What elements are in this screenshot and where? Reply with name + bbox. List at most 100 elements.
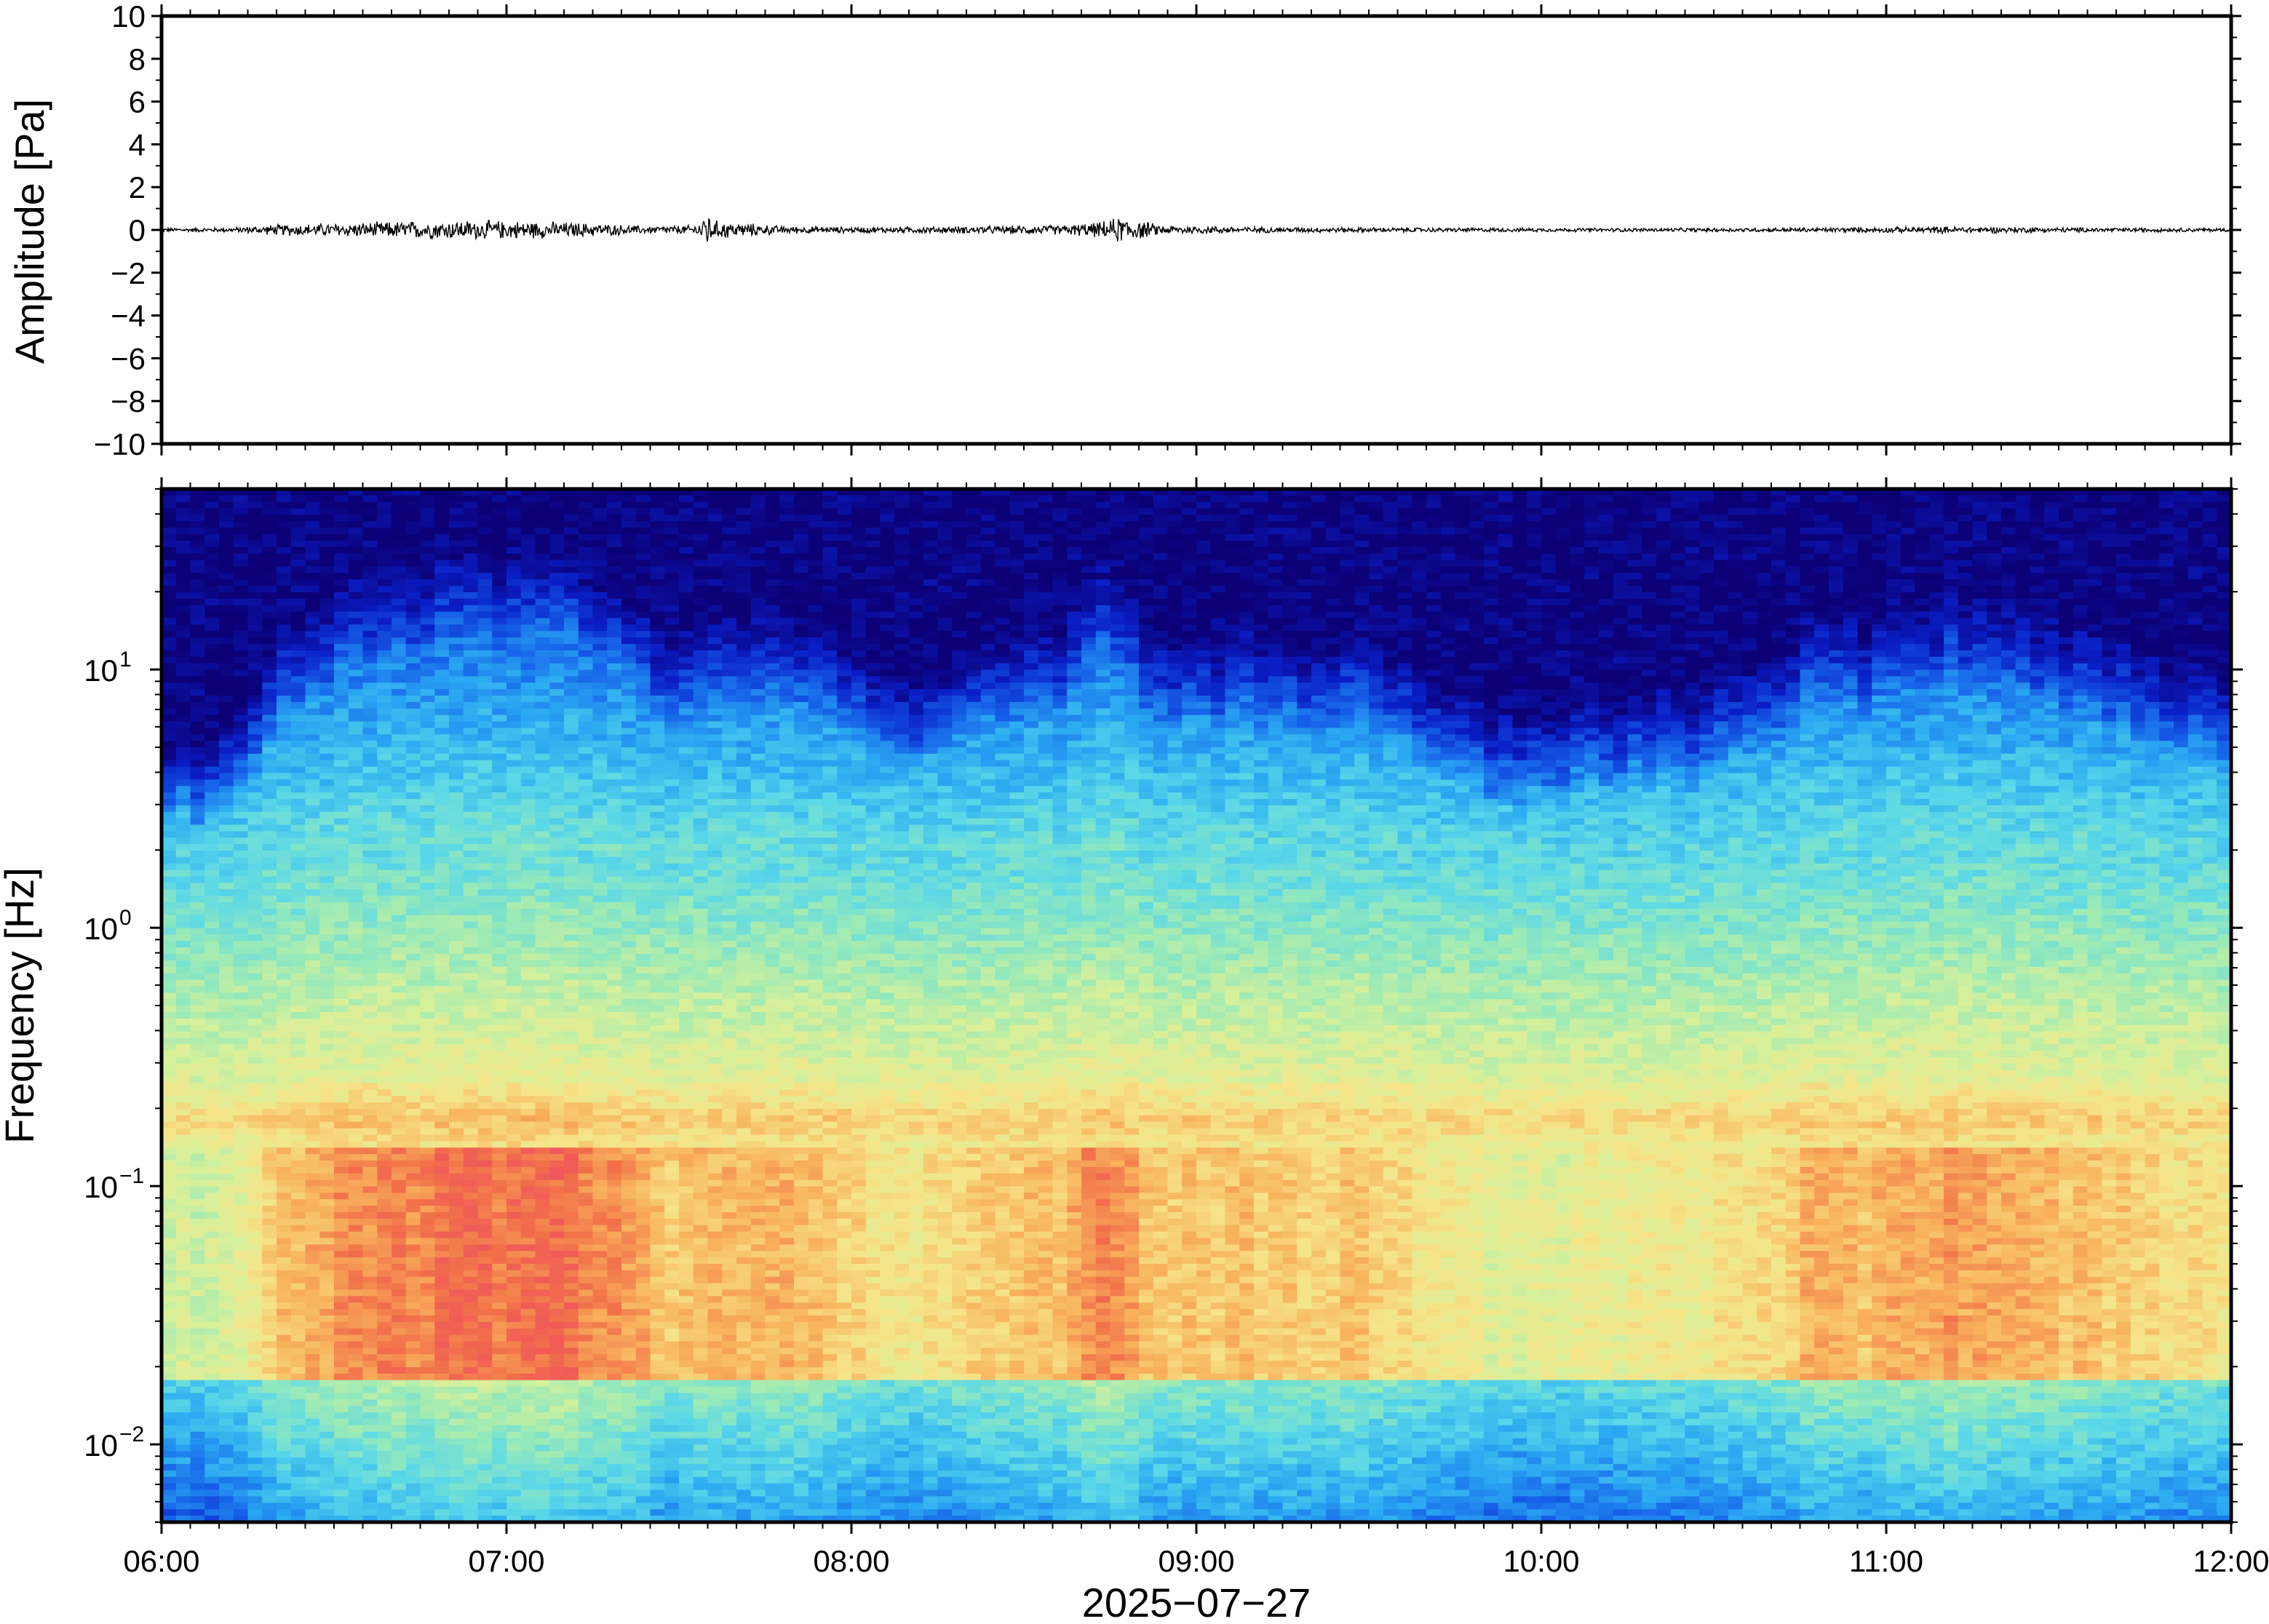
spectrogram-cell (478, 1089, 493, 1096)
spectrogram-cell (449, 1057, 464, 1064)
spectrogram-cell (234, 624, 249, 632)
spectrogram-cell (219, 1122, 234, 1129)
spectrogram-cell (564, 1470, 579, 1478)
spectrogram-cell (377, 986, 392, 993)
spectrogram-cell (536, 915, 551, 923)
spectrogram-cell (579, 1438, 594, 1446)
spectrogram-cell (406, 992, 421, 1000)
spectrogram-cell (464, 1432, 479, 1439)
spectrogram-cell (521, 986, 536, 993)
spectrogram-cell (564, 1490, 579, 1497)
spectrogram-cell (262, 786, 277, 793)
spectrogram-cell (262, 554, 277, 561)
spectrogram-cell (191, 934, 206, 942)
spectrogram-cell (421, 1161, 436, 1168)
spectrogram-cell (277, 819, 292, 826)
spectrogram-cell (449, 1089, 464, 1096)
spectrogram-cell (176, 1406, 191, 1413)
spectrogram-cell (392, 1044, 407, 1051)
spectrogram-cell (319, 1270, 335, 1278)
spectrogram-cell (204, 864, 220, 871)
spectrogram-cell (319, 696, 335, 703)
spectrogram-cell (492, 682, 507, 690)
spectrogram-cell (363, 554, 378, 561)
spectrogram-cell (162, 1502, 177, 1510)
spectrogram-cell (191, 1187, 206, 1194)
spectrogram-cell (492, 877, 507, 884)
spectrogram-cell (219, 980, 234, 987)
spectrogram-cell (579, 1077, 594, 1084)
spectrogram-cell (564, 747, 579, 755)
spectrogram-cell (521, 1419, 536, 1426)
spectrogram-cell (319, 1470, 335, 1478)
spectrogram-cell (204, 960, 220, 968)
spectrogram-cell (363, 1484, 378, 1491)
spectrogram-cell (464, 1174, 479, 1181)
spectrogram-cell (248, 779, 263, 787)
spectrogram-cell (334, 760, 349, 768)
spectrogram-cell (434, 1464, 450, 1471)
spectrogram-cell (349, 805, 364, 813)
spectrogram-cell (262, 922, 277, 929)
spectrogram-cell (319, 722, 335, 729)
spectrogram-cell (421, 624, 436, 632)
spectrogram-cell (277, 1212, 292, 1219)
spectrogram-cell (449, 521, 464, 528)
spectrogram-cell (536, 631, 551, 638)
spectrogram-cell (291, 1025, 306, 1032)
spectrogram-cell (191, 1212, 206, 1219)
spectrogram-cell (564, 1393, 579, 1401)
spectrogram-cell (204, 831, 220, 838)
spectrogram-cell (406, 1470, 421, 1478)
spectrogram-cell (421, 1051, 436, 1058)
spectrogram-cell (392, 1135, 407, 1142)
spectrogram-cell (162, 1509, 177, 1516)
spectrogram-cell (506, 1147, 522, 1155)
spectrogram-cell (406, 954, 421, 961)
spectrogram-cell (234, 1096, 249, 1103)
spectrogram-cell (162, 1335, 177, 1342)
spectrogram-cell (291, 567, 306, 574)
spectrogram-cell (363, 1257, 378, 1265)
spectrogram-cell (521, 1025, 536, 1032)
spectrogram-cell (319, 1038, 335, 1045)
spectrogram-cell (564, 1244, 579, 1251)
spectrogram-cell (262, 1380, 277, 1388)
spectrogram-cell (277, 954, 292, 961)
spectrogram-cell (363, 1167, 378, 1174)
spectrogram-cell (464, 1264, 479, 1271)
spectrogram-cell (464, 1283, 479, 1291)
spectrogram-cell (549, 1025, 565, 1032)
spectrogram-cell (363, 1315, 378, 1323)
spectrogram-cell (478, 1064, 493, 1071)
spectrogram-cell (204, 579, 220, 586)
spectrogram-cell (306, 521, 321, 528)
spectrogram-cell (363, 618, 378, 626)
spectrogram-cell (291, 541, 306, 548)
spectrogram-cell (319, 747, 335, 755)
spectrogram-cell (204, 702, 220, 709)
spectrogram-cell (277, 1497, 292, 1504)
spectrogram-cell (549, 864, 565, 871)
spectrogram-cell (434, 1219, 450, 1226)
spectrogram-cell (478, 612, 493, 619)
spectrogram-cell (579, 1129, 594, 1136)
spectrogram-cell (579, 592, 594, 600)
spectrogram-cell (377, 644, 392, 651)
spectrogram-cell (449, 1322, 464, 1329)
spectrogram-cell (421, 825, 436, 832)
spectrogram-cell (536, 1064, 551, 1071)
spectrogram-cell (277, 567, 292, 574)
spectrogram-cell (349, 644, 364, 651)
spectrogram-cell (363, 1419, 378, 1426)
spectrogram-cell (219, 1083, 234, 1091)
spectrogram-cell (464, 1206, 479, 1213)
spectrogram-cell (291, 915, 306, 923)
spectrogram-cell (306, 1154, 321, 1161)
spectrogram-cell (464, 1187, 479, 1194)
spectrogram-cell (219, 702, 234, 709)
spectrogram-cell (478, 1497, 493, 1504)
spectrogram-cell (392, 1419, 407, 1426)
spectrogram-cell (492, 1244, 507, 1251)
spectrogram-cell (478, 1129, 493, 1136)
